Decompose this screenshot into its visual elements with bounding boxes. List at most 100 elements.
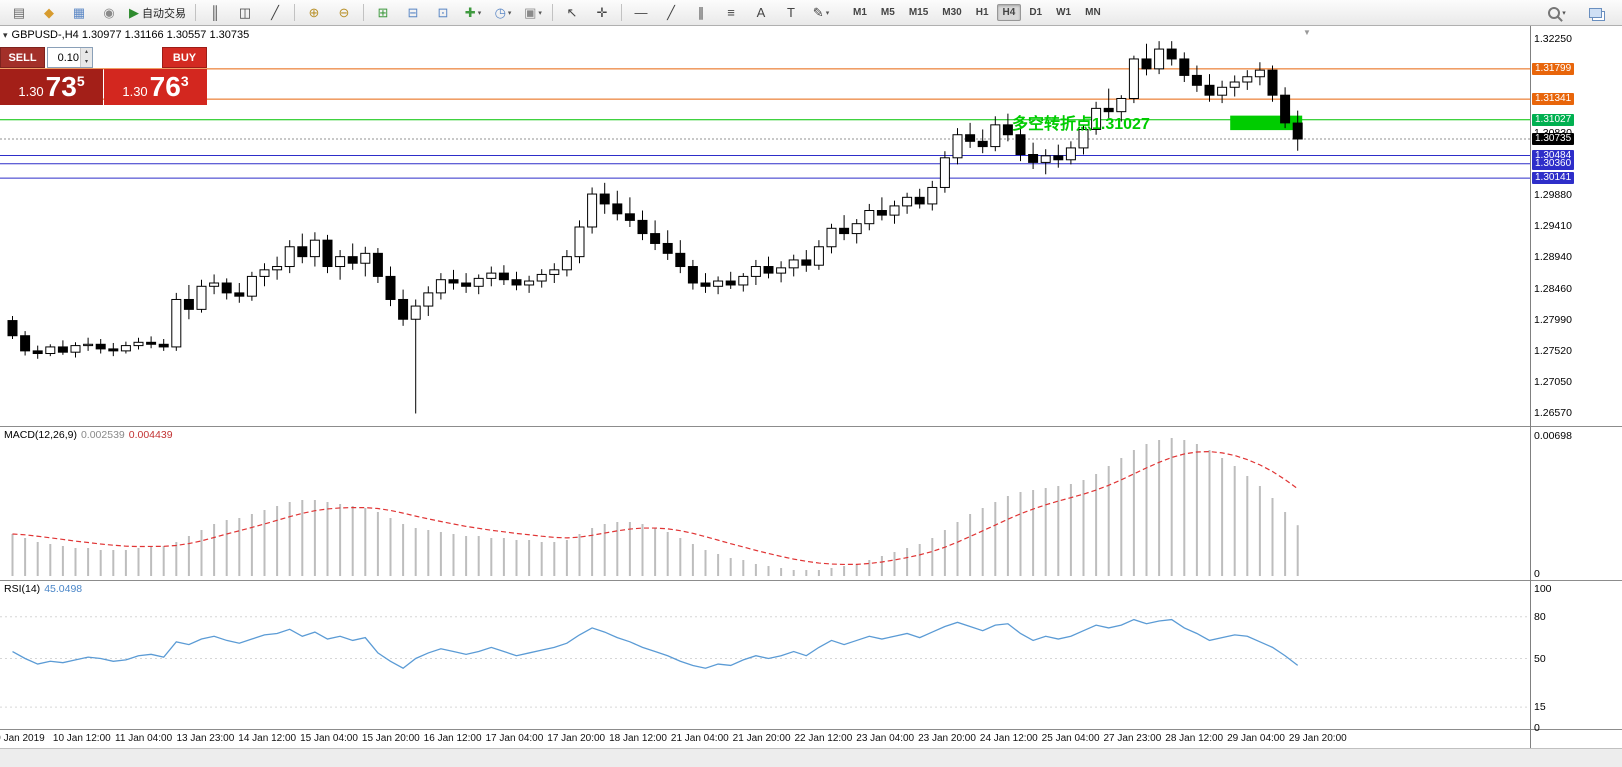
timeframe-h1-button[interactable]: H1	[975, 7, 989, 18]
search-button[interactable]: ▾	[1543, 2, 1571, 24]
label-button[interactable]: T	[777, 2, 805, 24]
main-chart-panel[interactable]: ▾ GBPUSD-,H4 1.30977 1.31166 1.30557 1.3…	[0, 26, 1622, 427]
bottom-scrollbar[interactable]	[0, 748, 1622, 767]
cursor-button[interactable]: ↖	[558, 2, 586, 24]
turning-point-annotation[interactable]: 多空转折点1.31027	[1012, 116, 1150, 133]
timeframe-d1-button[interactable]: D1	[1029, 7, 1043, 18]
candlestick-chart-button[interactable]: ◫	[231, 2, 259, 24]
autotrading-button[interactable]: ▶ 自动交易	[125, 2, 190, 24]
tile-vertical-icon: ⊡	[437, 5, 449, 20]
timeframe-m5-button[interactable]: M5	[880, 7, 895, 18]
macd-scale-label: 0	[1534, 568, 1540, 580]
horizontal-line-button[interactable]: —	[627, 2, 655, 24]
arrows-button[interactable]: ✎ ▾	[807, 2, 835, 24]
sell-price-prefix: 1.30	[18, 83, 44, 99]
bar-chart-button[interactable]: ║	[201, 2, 229, 24]
lot-increase-button[interactable]: ▴	[81, 48, 92, 58]
sell-price-display[interactable]: 1.30 73 5	[0, 69, 103, 105]
one-click-trading-panel: SELL ▴ ▾ BUY 1.30735 1.307	[0, 47, 207, 105]
price-line-label: 1.31799	[1532, 62, 1575, 75]
main-chart-canvas[interactable]	[0, 26, 1530, 426]
tile-windows-button[interactable]: ⊞	[369, 2, 397, 24]
macd-canvas[interactable]	[0, 427, 1530, 580]
rsi-panel[interactable]: RSI(14) 45.0498	[0, 581, 1622, 730]
alerts-button[interactable]: ◉	[95, 2, 123, 24]
chart-symbol-label: GBPUSD-,H4 1.30977 1.31166 1.30557 1.307…	[11, 29, 250, 41]
one-click-top-row: SELL ▴ ▾ BUY	[0, 47, 207, 68]
buy-price-display[interactable]: 1.30 76 3	[104, 69, 207, 105]
price-line-label: 1.31341	[1532, 93, 1575, 106]
macd-panel[interactable]: MACD(12,26,9) 0.002539 0.004439	[0, 427, 1622, 581]
fibonacci-button[interactable]: ≡	[717, 2, 745, 24]
autotrading-button-label: 自动交易	[142, 7, 186, 20]
tile-horizontal-button[interactable]: ⊟	[399, 2, 427, 24]
price-tick-label: 1.32250	[1534, 33, 1572, 46]
new-chart-button[interactable]: ✚ ▾	[459, 2, 487, 24]
trendline-icon: ╱	[667, 5, 675, 20]
chevron-down-icon: ▾	[825, 9, 830, 17]
sell-price-big: 73	[45, 71, 77, 102]
rsi-scale-label: 0	[1534, 722, 1540, 734]
channel-button[interactable]: ∥	[687, 2, 715, 24]
fibonacci-icon: ≡	[727, 5, 735, 20]
price-tick-label: 1.26570	[1534, 407, 1572, 420]
lot-size-input[interactable]	[48, 48, 80, 67]
time-label: 23 Jan 04:00	[856, 733, 915, 744]
timeframe-h4-button[interactable]: H4	[996, 4, 1022, 21]
time-label: 27 Jan 23:00	[1103, 733, 1162, 744]
sell-button[interactable]: SELL	[0, 47, 45, 68]
rsi-scale-label: 100	[1534, 583, 1552, 595]
time-label: 13 Jan 23:00	[176, 733, 235, 744]
tile-horizontal-icon: ⊟	[407, 5, 419, 20]
profiles-button[interactable]: ▦	[65, 2, 93, 24]
period-button[interactable]: ◷ ▾	[489, 2, 517, 24]
time-label: 23 Jan 20:00	[918, 733, 976, 744]
horizontal-line-icon: —	[634, 5, 648, 20]
time-label: 10 Jan 12:00	[52, 733, 111, 744]
template-button[interactable]: ▣ ▾	[519, 2, 547, 24]
timeframe-w1-button[interactable]: W1	[1056, 7, 1072, 18]
time-label: 16 Jan 12:00	[423, 733, 482, 744]
trendline-button[interactable]: ╱	[657, 2, 685, 24]
buy-button[interactable]: BUY	[162, 47, 207, 68]
rsi-label: RSI(14) 45.0498	[4, 583, 82, 595]
price-tick-label: 1.29880	[1534, 189, 1572, 202]
rsi-canvas[interactable]	[0, 581, 1530, 729]
candlestick-chart-icon: ◫	[238, 5, 252, 20]
timeframe-mn-button[interactable]: MN	[1085, 7, 1101, 18]
lot-decrease-button[interactable]: ▾	[81, 57, 92, 67]
time-label: 29 Jan 04:00	[1227, 733, 1285, 744]
terminal-icon: ▤	[12, 5, 26, 20]
time-axis[interactable]: 9 Jan 2019 10 Jan 12:00 11 Jan 04:00 13 Jan…	[0, 730, 1622, 748]
text-button[interactable]: A	[747, 2, 775, 24]
price-scale[interactable]: 1.322501.308301.298801.294101.289401.284…	[1530, 26, 1622, 748]
chart-area: ▾ GBPUSD-,H4 1.30977 1.31166 1.30557 1.3…	[0, 26, 1622, 767]
time-label: 9 Jan 2019	[0, 733, 45, 744]
rsi-scale-label: 50	[1534, 652, 1546, 665]
tile-vertical-button[interactable]: ⊡	[429, 2, 457, 24]
timeframe-m30-button[interactable]: M30	[942, 7, 962, 18]
chevron-down-icon: ▾	[1562, 9, 1566, 17]
timeframe-m1-button[interactable]: M1	[853, 7, 867, 18]
one-click-toggle[interactable]: ▾	[3, 29, 8, 40]
search-icon	[1548, 6, 1561, 19]
bar-chart-icon: ║	[210, 5, 220, 20]
line-chart-button[interactable]: ╱	[261, 2, 289, 24]
crosshair-button[interactable]: ✛	[588, 2, 616, 24]
label-icon: T	[787, 5, 795, 20]
timeframe-m15-button[interactable]: M15	[908, 7, 929, 18]
new-order-button[interactable]: ◆	[35, 2, 63, 24]
rsi-value: 45.0498	[44, 583, 83, 595]
terminal-button[interactable]: ▤	[5, 2, 33, 24]
toolbar-separator	[552, 4, 553, 21]
chart-shift-marker: ▼	[1303, 28, 1311, 37]
zoom-out-icon: ⊖	[338, 5, 350, 20]
toolbar-separator	[363, 4, 364, 21]
new-window-button[interactable]	[1583, 2, 1611, 24]
zoom-out-button[interactable]: ⊖	[330, 2, 358, 24]
profiles-icon: ▦	[72, 5, 86, 20]
toolbar: ▤ ◆ ▦ ◉ ▶ 自动交易 ║ ◫ ╱ ⊕ ⊖ ⊞ ⊟ ⊡ ✚ ▾ ◷ ▾ ▣ ▾ ↖ ✛ — ╱ ∥ ≡ A T ✎ ▾ M1 M5 M1…	[0, 0, 1622, 26]
zoom-in-button[interactable]: ⊕	[300, 2, 328, 24]
time-label: 21 Jan 20:00	[732, 733, 791, 744]
